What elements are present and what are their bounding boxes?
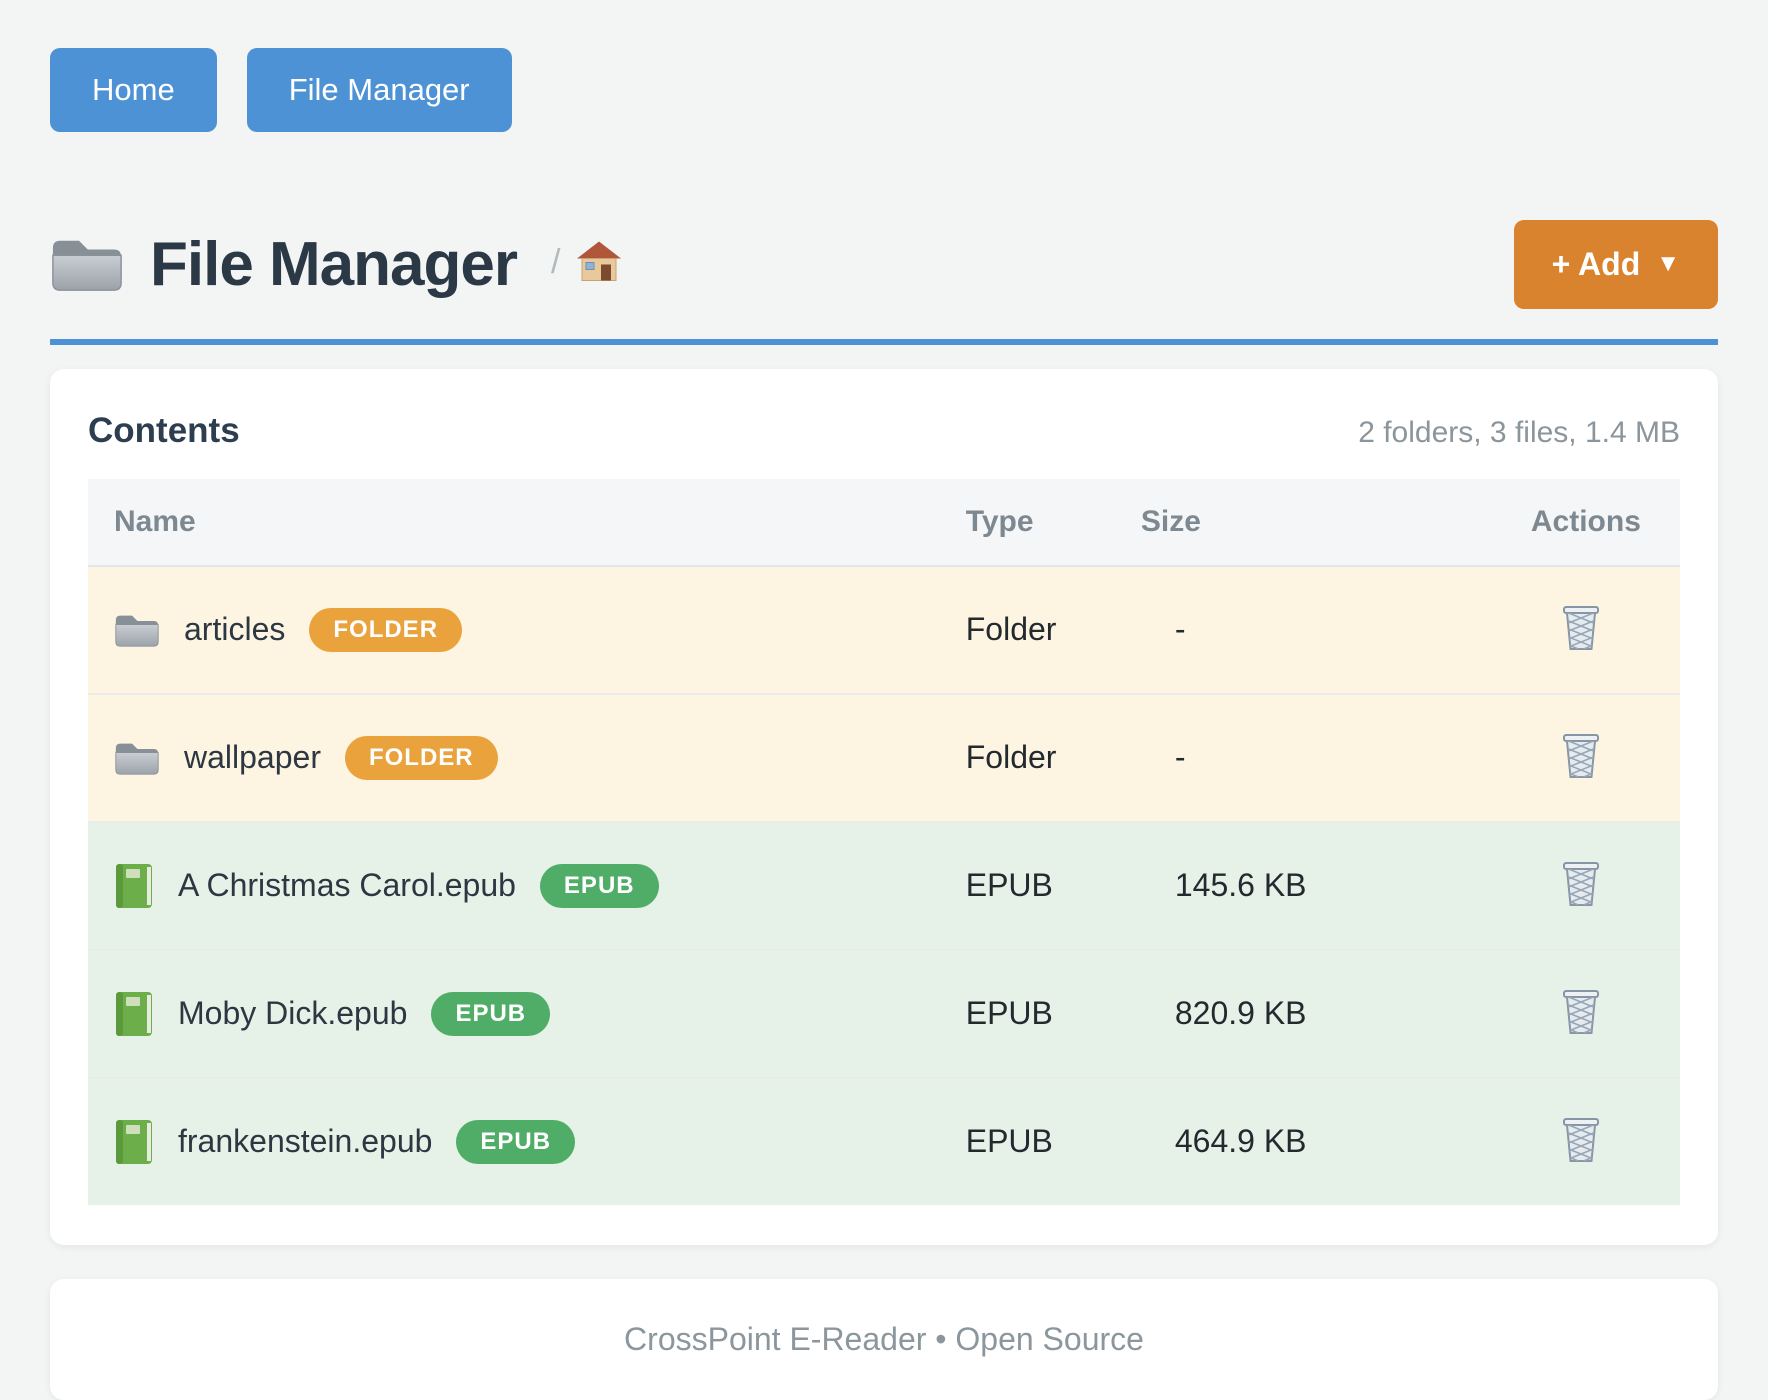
file-type-badge: EPUB [456,1119,576,1164]
panel-title: Contents [88,410,240,450]
delete-button[interactable] [1555,600,1607,656]
item-type: Folder [939,692,1115,822]
item-size: - [1114,564,1505,694]
add-button[interactable]: + Add ▼ [1513,219,1718,309]
table-row-moby-dick[interactable]: Moby Dick.epub EPUB EPUB 820.9 KB [88,948,1680,1078]
delete-button[interactable] [1555,856,1607,912]
file-type-badge: FOLDER [344,735,498,780]
item-size: - [1114,692,1505,822]
file-manager-button[interactable]: File Manager [246,48,512,132]
wastebasket-icon [1559,1116,1603,1164]
green-book-icon [116,1119,152,1164]
item-type: EPUB [939,948,1115,1078]
add-button-label: + Add [1551,245,1641,282]
folder-icon [115,614,159,647]
title-group: File Manager / [50,229,622,300]
item-type: EPUB [939,1076,1115,1205]
column-header-size: Size [1114,478,1505,567]
item-name[interactable]: articles [184,611,286,648]
column-header-name: Name [88,478,940,567]
file-type-badge: EPUB [431,991,551,1036]
breadcrumb: / [551,240,622,288]
item-name[interactable]: frankenstein.epub [178,1123,433,1160]
page-title: File Manager [150,229,518,299]
file-table: Name Type Size Actions articles FOLDER F… [88,478,1680,1205]
item-size: 145.6 KB [1114,820,1505,950]
item-type: Folder [939,564,1115,694]
item-size: 464.9 KB [1114,1076,1505,1205]
breadcrumb-separator: / [551,243,561,282]
green-book-icon [116,991,152,1036]
column-header-actions: Actions [1504,478,1680,567]
footer-card: CrossPoint E-Reader • Open Source [50,1278,1718,1400]
wastebasket-icon [1559,988,1603,1036]
table-row-frankenstein[interactable]: frankenstein.epub EPUB EPUB 464.9 KB [88,1076,1680,1205]
folder-icon [52,240,122,291]
footer-text: CrossPoint E-Reader • Open Source [624,1320,1144,1357]
folder-icon [115,742,159,775]
item-type: EPUB [939,820,1115,950]
column-header-type: Type [939,478,1115,567]
wastebasket-icon [1559,860,1603,908]
page-header: File Manager / + Add ▼ [50,219,1718,309]
top-nav: Home File Manager [50,48,1718,132]
delete-button[interactable] [1555,984,1607,1040]
delete-button[interactable] [1555,728,1607,784]
wastebasket-icon [1559,604,1603,652]
table-header-row: Name Type Size Actions [88,478,1680,567]
delete-button[interactable] [1555,1112,1607,1168]
item-size: 820.9 KB [1114,948,1505,1078]
item-name[interactable]: A Christmas Carol.epub [178,867,516,904]
header-divider [50,338,1718,345]
contents-card: Contents 2 folders, 3 files, 1.4 MB Name… [50,368,1718,1245]
file-type-badge: EPUB [539,863,659,908]
table-row-wallpaper[interactable]: wallpaper FOLDER Folder - [88,692,1680,822]
item-name[interactable]: Moby Dick.epub [178,995,408,1032]
table-row-articles[interactable]: articles FOLDER Folder - [88,564,1680,694]
panel-header: Contents 2 folders, 3 files, 1.4 MB [88,411,1680,451]
wastebasket-icon [1559,732,1603,780]
house-icon[interactable] [576,240,622,282]
table-row-christmas-carol[interactable]: A Christmas Carol.epub EPUB EPUB 145.6 K… [88,820,1680,950]
green-book-icon [116,863,152,908]
item-name[interactable]: wallpaper [184,739,321,776]
home-button[interactable]: Home [50,48,217,132]
contents-summary: 2 folders, 3 files, 1.4 MB [1358,415,1680,449]
chevron-down-icon: ▼ [1656,250,1680,278]
file-type-badge: FOLDER [309,607,463,652]
